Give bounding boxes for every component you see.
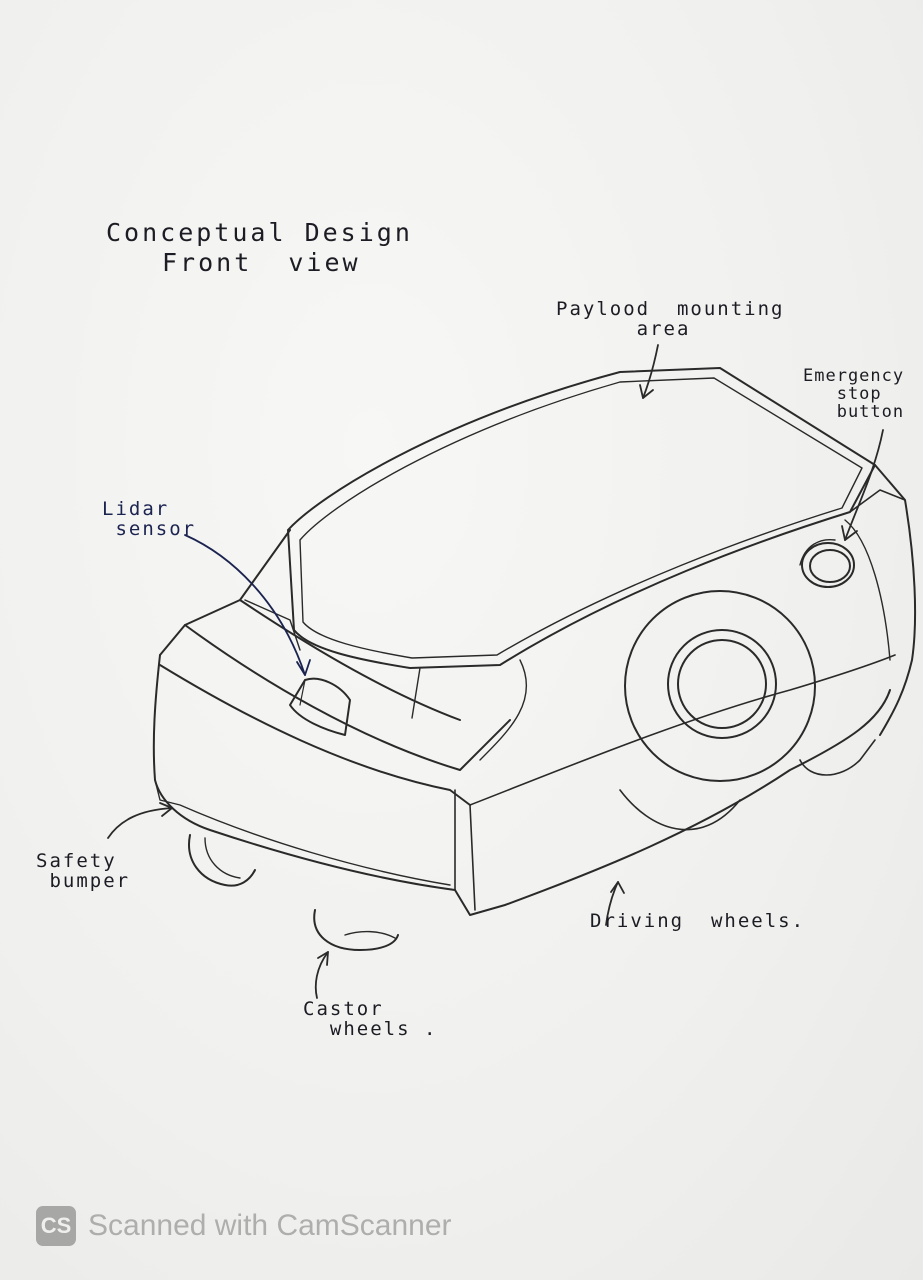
lidar-sensor-shape (289, 677, 351, 736)
title-line-2: Front view (162, 248, 361, 277)
camscanner-watermark: CS Scanned with CamScanner (36, 1206, 452, 1246)
lidar-sensor-label: Lidar sensor (102, 498, 197, 540)
annotation-arrows (107, 344, 884, 999)
payload-mounting-area-label: Paylood mounting area (556, 298, 785, 340)
driving-wheel-hub (619, 590, 876, 831)
driving-wheels-label: Driving wheels. (590, 910, 806, 932)
camscanner-logo-icon: CS (36, 1206, 76, 1246)
castor-wheels-shape (188, 834, 399, 951)
castor-wheels-label: Castor wheels . (303, 998, 438, 1040)
robot-body-outline (152, 464, 917, 916)
payload-mounting-plate (287, 367, 876, 669)
camscanner-watermark-text: Scanned with CamScanner (88, 1209, 452, 1242)
emergency-stop-shape (799, 538, 855, 588)
title-line-1: Conceptual Design (106, 218, 413, 247)
safety-bumper-label: Safety bumper (36, 850, 131, 892)
emergency-stop-button-label: Emergency stop button (803, 366, 905, 422)
